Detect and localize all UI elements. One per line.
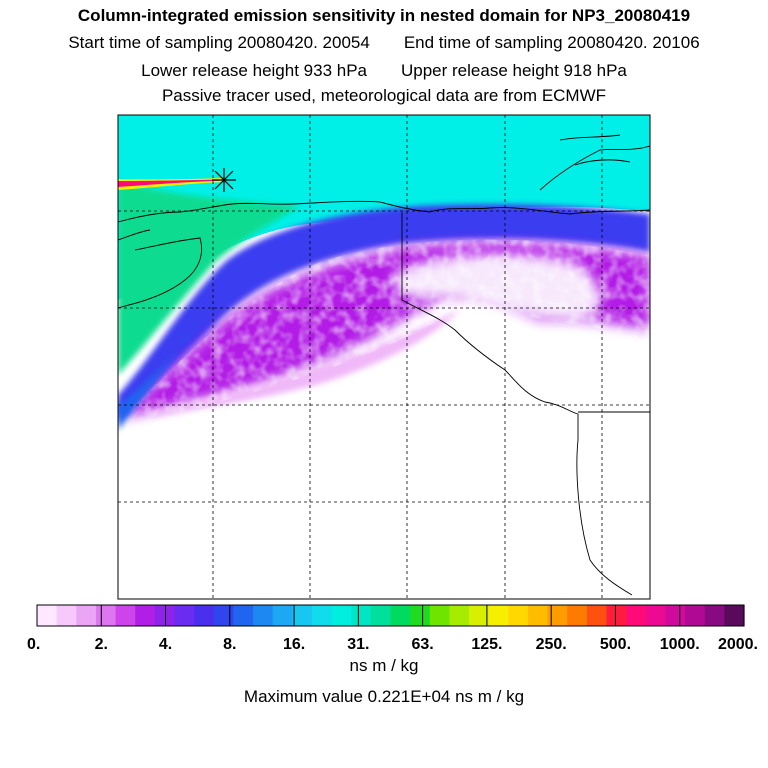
colorbar-swatch bbox=[390, 605, 411, 626]
colorbar-swatch bbox=[665, 605, 686, 626]
colorbar-tick-label: 125. bbox=[471, 636, 502, 653]
colorbar-swatch bbox=[567, 605, 588, 626]
graticule bbox=[118, 115, 650, 599]
colorbar-swatch bbox=[115, 605, 136, 626]
colorbar-tick-label: 2. bbox=[95, 636, 108, 653]
colorbar-units: ns m / kg bbox=[349, 656, 419, 675]
colorbar-tick-label: 4. bbox=[159, 636, 172, 653]
colorbar-swatch bbox=[213, 605, 234, 626]
colorbar-swatch bbox=[174, 605, 195, 626]
colorbar-swatch bbox=[253, 605, 274, 626]
colorbar-swatch bbox=[194, 605, 215, 626]
colorbar-ticks: 0. 2. 4. 8. 16. 31. 63. 125. 250. 500. 1000. 2000. bbox=[27, 605, 758, 653]
colorbar-swatch bbox=[311, 605, 333, 626]
colorbar-tick-label: 16. bbox=[283, 636, 305, 653]
release-point-asterisk bbox=[212, 168, 236, 192]
colorbar-swatch bbox=[95, 605, 117, 626]
tracer-note: Passive tracer used, meteorological data… bbox=[161, 86, 607, 105]
colorbar-swatch bbox=[626, 605, 647, 626]
colorbar-swatch bbox=[331, 605, 352, 626]
colorbar-tick-label: 0. bbox=[27, 636, 40, 653]
colorbar-swatch bbox=[351, 605, 372, 626]
map-frame bbox=[117, 114, 651, 600]
colorbar-tick-label: 1000. bbox=[660, 636, 700, 653]
colorbar-swatch bbox=[527, 605, 549, 626]
colorbar-swatch bbox=[508, 605, 529, 626]
colorbar-swatch bbox=[724, 605, 745, 626]
colorbar-swatch bbox=[37, 605, 58, 626]
plume-field bbox=[118, 115, 650, 599]
end-time-label: End time of sampling 20080420. 20106 bbox=[403, 33, 700, 52]
upper-release-label: Upper release height 918 hPa bbox=[401, 61, 627, 80]
colorbar-swatch bbox=[233, 605, 254, 626]
colorbar-swatch bbox=[410, 605, 431, 626]
lower-release-label: Lower release height 933 hPa bbox=[141, 61, 367, 80]
colorbar-swatch bbox=[704, 605, 725, 626]
colorbar-swatch bbox=[292, 605, 313, 626]
plot-title: Column-integrated emission sensitivity i… bbox=[77, 6, 691, 25]
colorbar-tick-label: 250. bbox=[536, 636, 567, 653]
colorbar-tick-label: 2000. bbox=[718, 636, 758, 653]
colorbar-swatch bbox=[645, 605, 667, 626]
colorbar-swatches bbox=[37, 605, 745, 626]
colorbar-swatch bbox=[685, 605, 706, 626]
colorbar-swatch bbox=[469, 605, 490, 626]
colorbar-swatch bbox=[606, 605, 627, 626]
release-height-line: Lower release height 933 hPa Upper releas… bbox=[0, 61, 768, 81]
colorbar-swatch bbox=[370, 605, 392, 626]
colorbar-swatch bbox=[154, 605, 176, 626]
colorbar-tick-label: 500. bbox=[600, 636, 631, 653]
colorbar-swatch bbox=[547, 605, 568, 626]
colorbar-swatch bbox=[76, 605, 97, 626]
sampling-time-line: Start time of sampling 20080420. 20054 En… bbox=[0, 33, 768, 53]
colorbar-tick-label: 63. bbox=[412, 636, 434, 653]
colorbar-swatch bbox=[586, 605, 608, 626]
coastlines bbox=[118, 134, 650, 596]
colorbar-tick-label: 8. bbox=[223, 636, 236, 653]
colorbar-swatch bbox=[488, 605, 509, 626]
colorbar-tick-label: 31. bbox=[347, 636, 369, 653]
colorbar-swatch bbox=[449, 605, 470, 626]
start-time-label: Start time of sampling 20080420. 20054 bbox=[68, 33, 370, 52]
colorbar-swatch bbox=[135, 605, 156, 626]
colorbar-swatch bbox=[429, 605, 451, 626]
maximum-value-label: Maximum value 0.221E+04 ns m / kg bbox=[243, 687, 525, 706]
colorbar-swatch bbox=[272, 605, 293, 626]
colorbar-swatch bbox=[56, 605, 77, 626]
